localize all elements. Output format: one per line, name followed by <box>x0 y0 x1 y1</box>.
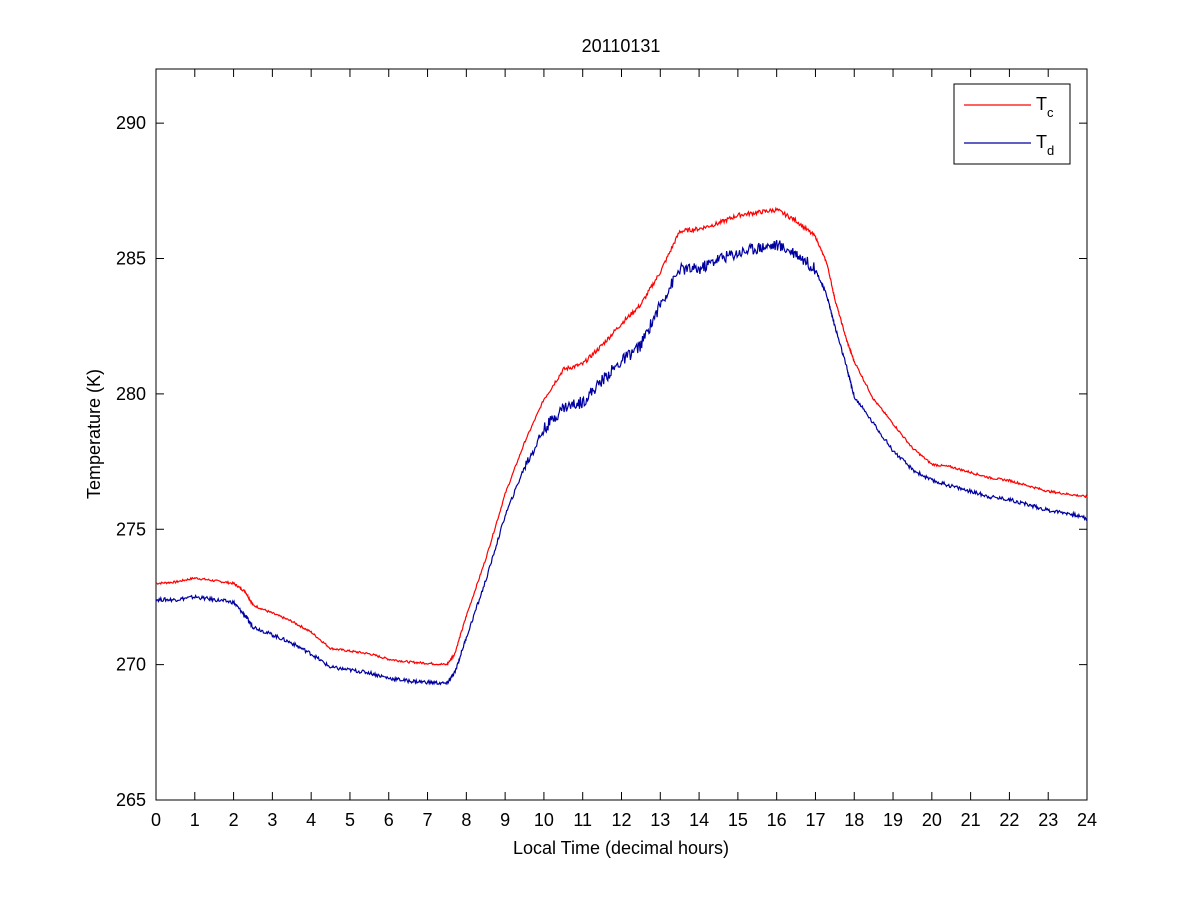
y-tick-label: 265 <box>116 790 146 810</box>
series-line-td <box>155 239 1088 686</box>
legend-box <box>953 83 1071 165</box>
x-axis: 0 1 2 3 4 5 6 7 8 9 10 11 12 13 14 15 16 17 18 19 20 21 22 23 24 <box>151 69 1097 830</box>
x-tick-label: 9 <box>500 810 510 830</box>
x-tick-label: 4 <box>306 810 316 830</box>
x-tick-label: 0 <box>151 810 161 830</box>
chart-title: 20110131 <box>582 36 661 56</box>
x-tick-label: 5 <box>345 810 355 830</box>
x-tick-label: 24 <box>1077 810 1097 830</box>
y-axis: 265 270 275 280 285 290 <box>116 113 1087 810</box>
x-tick-label: 2 <box>229 810 239 830</box>
series-line-tc <box>155 206 1088 666</box>
x-tick-label: 10 <box>534 810 554 830</box>
x-tick-label: 21 <box>961 810 981 830</box>
plot-area <box>155 68 1088 801</box>
legend-label-td: Td <box>1036 132 1054 158</box>
x-tick-label: 13 <box>650 810 670 830</box>
x-tick-label: 12 <box>611 810 631 830</box>
y-tick-label: 270 <box>116 655 146 675</box>
y-axis-label: Temperature (K) <box>84 369 104 499</box>
x-tick-label: 18 <box>844 810 864 830</box>
y-tick-label: 285 <box>116 249 146 269</box>
x-tick-label: 23 <box>1038 810 1058 830</box>
x-tick-label: 14 <box>689 810 709 830</box>
x-tick-label: 11 <box>573 810 592 830</box>
legend-label-tc: Tc <box>1036 94 1054 120</box>
x-tick-label: 7 <box>423 810 433 830</box>
y-tick-label: 290 <box>116 113 146 133</box>
legend: Tc Td <box>953 83 1071 165</box>
x-tick-label: 22 <box>999 810 1019 830</box>
series-layer <box>155 206 1088 686</box>
x-tick-label: 6 <box>384 810 394 830</box>
x-tick-label: 15 <box>728 810 748 830</box>
x-tick-label: 3 <box>267 810 277 830</box>
x-tick-label: 19 <box>883 810 903 830</box>
x-tick-label: 16 <box>767 810 787 830</box>
x-tick-label: 17 <box>805 810 825 830</box>
x-tick-label: 8 <box>461 810 471 830</box>
x-tick-label: 1 <box>190 810 200 830</box>
x-axis-label: Local Time (decimal hours) <box>513 838 729 858</box>
y-tick-label: 280 <box>116 384 146 404</box>
y-tick-label: 275 <box>116 519 146 539</box>
x-tick-label: 20 <box>922 810 942 830</box>
